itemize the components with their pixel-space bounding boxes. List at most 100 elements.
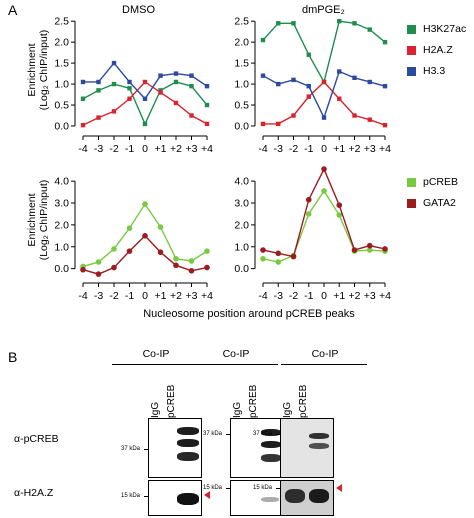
mw-37-label-1: 37 kDa — [202, 431, 222, 437]
data-point-0-0-2 — [111, 81, 117, 87]
data-point-3-0-0 — [260, 255, 266, 262]
x-tick-label-2-7: +3 — [186, 290, 198, 302]
data-point-3-1-6 — [351, 247, 358, 253]
y-tick-label-3-2: 2.0 — [234, 219, 249, 231]
data-point-2-0-2 — [111, 246, 117, 252]
lane-label-igg-1: IgG — [232, 401, 243, 418]
band — [261, 441, 281, 448]
series-line-3-1 — [262, 167, 386, 258]
data-point-1-2-0 — [260, 73, 266, 78]
x-tick-label-3-7: +3 — [364, 290, 376, 302]
panel-a-letter: A — [8, 2, 18, 18]
data-point-2-0-1 — [95, 259, 102, 265]
data-point-3-1-0 — [260, 247, 266, 253]
y-tick-label-3-1: 1.0 — [234, 241, 249, 253]
band — [177, 427, 199, 435]
legend-label: H3.3 — [423, 65, 446, 77]
y-tick-label-0-2: 1.0 — [54, 79, 69, 91]
data-point-1-2-4 — [321, 115, 327, 120]
legend-swatch — [407, 177, 416, 187]
legend-swatch — [407, 66, 416, 76]
mw-37-tick-1 — [226, 434, 231, 435]
mw-15-label-1: 15 kDa — [202, 485, 222, 491]
x-tick-label-0-1: -3 — [94, 143, 103, 155]
y-tick-label-0-5: 2.5 — [54, 16, 69, 28]
data-point-2-0-5 — [157, 224, 164, 230]
series-line-1-2 — [262, 70, 386, 120]
legend-swatch — [407, 198, 416, 208]
data-point-2-1-3 — [126, 248, 133, 254]
row-label-pcreb: α-pCREB — [14, 433, 59, 445]
data-point-1-0-6 — [352, 21, 357, 26]
legend-bottom-item-0: pCREB — [407, 175, 458, 189]
x-axis-label: Nucleosome position around pCREB peaks — [143, 308, 355, 320]
data-point-3-0-1 — [275, 259, 282, 265]
x-tick-label-0-7: +3 — [186, 143, 198, 155]
coip-header-underline-1 — [192, 364, 278, 365]
legend-bottom: pCREB GATA2 — [407, 175, 458, 217]
y-tick-label-3-3: 3.0 — [234, 198, 249, 210]
x-tick-label-2-3: -1 — [125, 290, 134, 302]
data-point-0-1-8 — [204, 121, 210, 127]
data-point-2-0-6 — [173, 255, 179, 262]
x-tick-label-1-3: -1 — [304, 143, 313, 155]
data-point-0-0-1 — [96, 88, 101, 93]
data-point-1-1-6 — [352, 113, 357, 118]
y-tick-label-2-2: 2.0 — [54, 219, 69, 231]
data-point-2-1-6 — [173, 262, 179, 269]
y-tick-label-0-4: 2.0 — [54, 37, 69, 49]
band — [177, 439, 199, 447]
x-tick-label-0-8: +4 — [201, 143, 213, 155]
blot-h2az-1 — [230, 480, 284, 516]
data-point-0-2-1 — [96, 79, 101, 85]
series-line-0-0 — [82, 81, 208, 126]
x-tick-label-0-6: +2 — [170, 143, 182, 155]
chart-title-dmso: DMSO — [122, 4, 155, 16]
data-point-0-0-6 — [173, 79, 179, 85]
lane-label-pcreb-2: pCREB — [298, 384, 309, 418]
data-point-3-1-8 — [382, 246, 388, 252]
legend-swatch — [407, 45, 416, 55]
data-point-0-0-0 — [80, 96, 86, 101]
x-tick-label-0-2: -2 — [109, 143, 118, 155]
data-point-0-2-4 — [142, 96, 148, 101]
x-tick-label-3-2: -2 — [289, 290, 298, 302]
data-point-1-2-5 — [337, 69, 342, 74]
data-point-2-0-3 — [126, 225, 133, 231]
blot-pcreb-0 — [148, 418, 202, 478]
data-point-0-2-6 — [173, 71, 179, 76]
data-point-2-1-2 — [111, 264, 117, 271]
y-tick-label-3-0: 0.0 — [234, 263, 249, 275]
y-tick-label-1-4: 2.0 — [234, 37, 249, 49]
legend-top: H3K27ac H2A.Z H3.3 — [407, 22, 466, 85]
data-point-0-2-3 — [127, 79, 132, 85]
blot-h2az-0 — [148, 480, 202, 516]
band — [261, 429, 281, 436]
arrowhead-icon — [336, 484, 342, 492]
data-point-1-1-4 — [321, 79, 327, 85]
data-point-1-1-3 — [306, 94, 311, 99]
x-tick-label-2-4: 0 — [142, 290, 148, 302]
y-tick-label-3-4: 4.0 — [234, 176, 249, 188]
series-line-1-0 — [262, 20, 386, 84]
band — [177, 493, 199, 505]
data-point-1-0-1 — [276, 21, 281, 26]
data-point-0-1-7 — [189, 113, 194, 118]
data-point-0-1-2 — [111, 109, 117, 114]
data-point-3-0-4 — [321, 188, 327, 194]
y-tick-label-2-4: 4.0 — [54, 176, 69, 188]
band — [285, 489, 305, 503]
x-tick-label-2-2: -2 — [109, 290, 118, 302]
lane-label-pcreb-1: pCREB — [248, 384, 259, 418]
mw-37-tick-0 — [144, 449, 149, 450]
blot-h2az-2 — [280, 480, 334, 516]
data-point-1-2-7 — [367, 79, 372, 85]
data-point-0-2-2 — [111, 60, 117, 66]
x-tick-label-3-4: 0 — [321, 290, 327, 302]
data-point-0-0-4 — [142, 121, 148, 127]
mw-37-tick-2 — [276, 434, 281, 435]
series-line-3-0 — [262, 189, 386, 263]
legend-label: GATA2 — [423, 197, 456, 209]
band — [309, 489, 329, 503]
data-point-1-0-8 — [382, 39, 388, 45]
